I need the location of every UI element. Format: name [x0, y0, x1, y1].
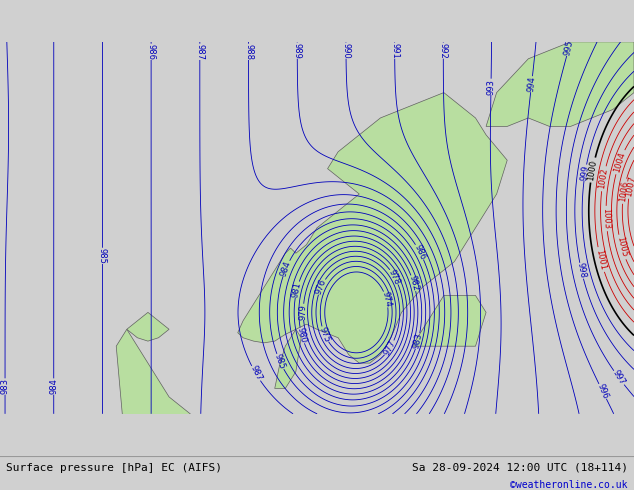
Text: 983: 983 [411, 332, 424, 350]
Text: 999: 999 [579, 164, 591, 181]
Text: 1006: 1006 [618, 180, 630, 202]
Text: 997: 997 [611, 368, 627, 387]
Polygon shape [238, 93, 507, 363]
Text: 985: 985 [273, 353, 287, 370]
Text: 987: 987 [249, 364, 263, 383]
Text: 984: 984 [49, 378, 58, 394]
Text: 983: 983 [1, 378, 10, 394]
Text: 1001: 1001 [594, 248, 607, 271]
Polygon shape [275, 329, 301, 389]
Text: 990: 990 [342, 43, 351, 58]
Text: 986: 986 [146, 44, 155, 60]
Text: 998: 998 [576, 262, 587, 279]
Text: 1005: 1005 [615, 236, 628, 258]
Text: 988: 988 [244, 44, 253, 60]
Text: 1003: 1003 [602, 208, 611, 229]
Text: Surface pressure [hPa] EC (AIFS): Surface pressure [hPa] EC (AIFS) [6, 463, 223, 473]
Text: 995: 995 [563, 39, 575, 57]
Text: 1000: 1000 [586, 159, 598, 181]
Text: 976: 976 [314, 278, 328, 296]
Text: 1007: 1007 [624, 175, 634, 197]
Text: 981: 981 [291, 281, 303, 298]
Text: 977: 977 [382, 339, 398, 357]
Text: Sa 28-09-2024 12:00 UTC (18+114): Sa 28-09-2024 12:00 UTC (18+114) [411, 463, 628, 473]
Text: 975: 975 [318, 325, 332, 343]
Text: 996: 996 [595, 382, 610, 400]
Text: 980: 980 [296, 327, 308, 344]
Text: 1002: 1002 [597, 168, 609, 190]
Text: 991: 991 [390, 43, 399, 58]
Polygon shape [127, 313, 169, 341]
Text: 989: 989 [293, 43, 302, 58]
Text: 986: 986 [413, 243, 427, 261]
Text: 982: 982 [408, 274, 420, 292]
Polygon shape [116, 329, 211, 468]
Text: 987: 987 [195, 44, 204, 60]
Text: 1004: 1004 [612, 151, 627, 173]
Text: 994: 994 [526, 76, 537, 93]
Polygon shape [486, 42, 634, 126]
Text: ©weatheronline.co.uk: ©weatheronline.co.uk [510, 480, 628, 490]
Text: 984: 984 [279, 259, 293, 277]
Text: 985: 985 [98, 248, 107, 264]
Polygon shape [412, 295, 486, 346]
Text: 992: 992 [439, 43, 448, 58]
Text: 993: 993 [486, 79, 496, 95]
Text: 979: 979 [299, 304, 308, 320]
Text: 978: 978 [387, 268, 402, 286]
Text: 974: 974 [380, 291, 392, 308]
